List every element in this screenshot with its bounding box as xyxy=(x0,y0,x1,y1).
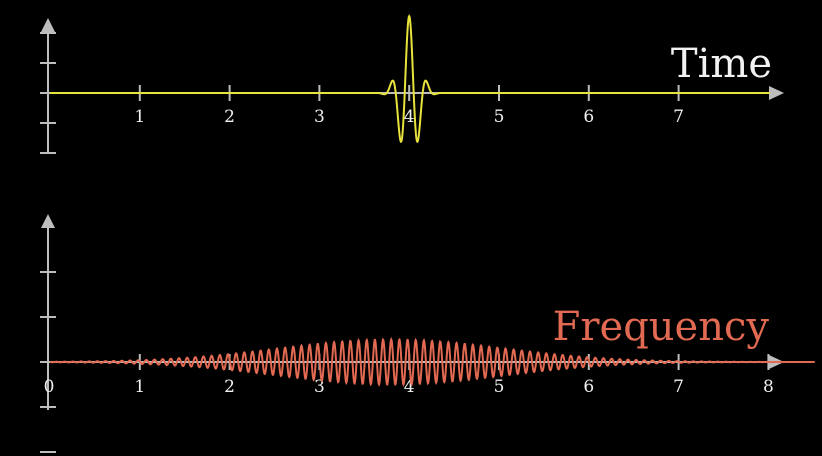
time-x-tick-label: 1 xyxy=(134,107,145,127)
frequency-x-tick-label: 2 xyxy=(224,377,235,397)
time-panel: 1 2 3 4 5 6 7 Time xyxy=(40,14,784,154)
frequency-label: Frequency xyxy=(553,304,770,350)
frequency-x-tick-label: 4 xyxy=(404,377,415,397)
frequency-x-tick-label: 5 xyxy=(494,377,505,397)
frequency-x-tick-label: 3 xyxy=(314,377,325,397)
time-x-tick-label: 3 xyxy=(314,107,325,127)
frequency-signal-line xyxy=(49,336,815,387)
time-x-tick-label: 5 xyxy=(494,107,505,127)
time-x-tick-label: 2 xyxy=(224,107,235,127)
time-x-axis-arrow-icon xyxy=(769,86,784,100)
frequency-x-tick-label: 0 xyxy=(44,377,55,397)
time-label: Time xyxy=(671,41,772,87)
frequency-x-tick-label: 8 xyxy=(763,377,774,397)
frequency-panel: 0 1 2 3 4 5 6 7 8 Frequency xyxy=(40,214,815,453)
time-y-axis-arrow-icon xyxy=(41,18,55,32)
frequency-x-tick-label: 1 xyxy=(134,377,145,397)
time-x-tick-label: 6 xyxy=(583,107,594,127)
time-x-tick-label: 7 xyxy=(673,107,684,127)
frequency-y-axis-arrow-icon xyxy=(41,214,55,228)
frequency-x-tick-label: 6 xyxy=(583,377,594,397)
frequency-x-tick-label: 7 xyxy=(673,377,684,397)
time-x-tick-label: 4 xyxy=(404,107,415,127)
time-signal-line xyxy=(50,14,770,144)
